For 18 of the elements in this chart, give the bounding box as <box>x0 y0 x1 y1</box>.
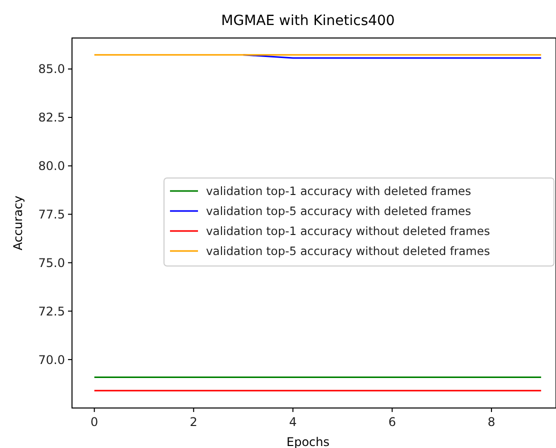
y-tick-label: 82.5 <box>38 110 65 125</box>
y-tick-label: 72.5 <box>38 304 65 318</box>
x-tick-label: 8 <box>488 415 496 429</box>
y-tick-label: 85.0 <box>38 62 65 76</box>
y-tick-label: 70.0 <box>38 352 65 367</box>
legend-label: validation top-1 accuracy without deleted frames <box>206 224 490 238</box>
legend-label: validation top-5 accuracy without deleted frames <box>206 244 490 258</box>
x-tick-label: 2 <box>190 415 198 429</box>
y-tick-label: 77.5 <box>38 207 65 222</box>
x-tick-label: 6 <box>388 415 396 429</box>
x-tick-label: 4 <box>289 415 297 429</box>
chart-title: MGMAE with Kinetics400 <box>221 13 395 29</box>
legend-label: validation top-5 accuracy with deleted frames <box>206 204 472 218</box>
y-tick-label: 75.0 <box>38 256 65 270</box>
legend-label: validation top-1 accuracy with deleted frames <box>206 184 472 198</box>
x-tick-label: 0 <box>90 415 98 429</box>
y-axis-title: Accuracy <box>11 196 25 250</box>
y-tick-label: 80.0 <box>38 159 65 174</box>
